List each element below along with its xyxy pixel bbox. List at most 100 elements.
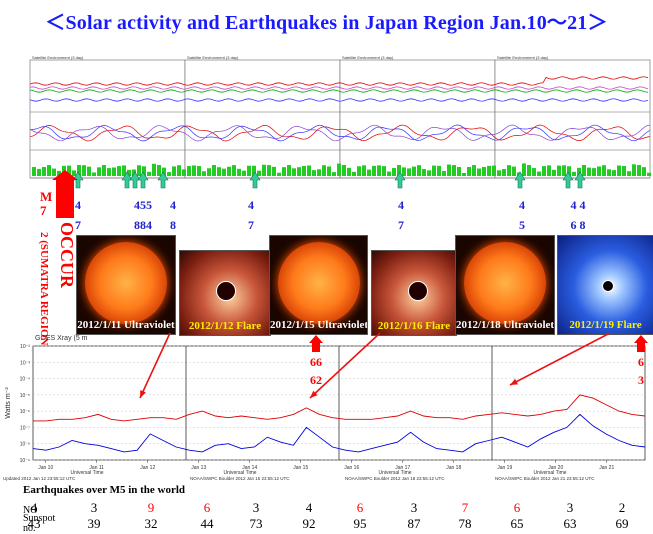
flare-label-bottom: 3: [638, 373, 644, 387]
x-axis-title: Universal Time: [533, 470, 566, 476]
kp-bar: [527, 165, 531, 176]
quake-arrow: [514, 171, 526, 189]
kp-bar: [207, 168, 211, 176]
kp-bar: [542, 166, 546, 176]
sat-trace: [29, 86, 649, 90]
kp-bar: [362, 165, 366, 176]
quake-marker-bottom: 6 8: [570, 218, 586, 232]
xray-updated: NOAA/SWPC Boulder 2012 Jan 21 23:55:12 U…: [495, 476, 595, 481]
sunspot-row-label-2: no.: [23, 523, 36, 534]
kp-bar: [487, 165, 491, 176]
kp-bar: [102, 165, 106, 176]
solar-image: 2012/1/15 Ultraviolet: [269, 235, 368, 335]
occur-arrow-head: [52, 170, 78, 180]
sat-panel-header: Satellite Environment (3 day): [32, 55, 84, 60]
kp-bar: [172, 166, 176, 176]
y-tick-label: 10⁻⁸: [20, 442, 30, 448]
occulter-disk: [216, 281, 236, 301]
x-axis-title: Universal Time: [70, 470, 103, 476]
occur-text: OCCUR: [57, 222, 77, 288]
quake-marker-top: 4: [170, 198, 176, 212]
goes-xray-chart: GOES Xray (5 m 10⁻⁹ 10⁻⁸ 10⁻⁷ 10⁻⁶ 10⁻⁵ 10⁻⁴ 10…: [3, 332, 646, 481]
kp-bar: [502, 169, 506, 176]
flare-pointer-head: [310, 390, 318, 398]
y-tick-label: 10⁻⁴: [20, 377, 30, 383]
kp-bar: [547, 165, 551, 176]
kp-bar: [97, 167, 101, 176]
kp-bar: [107, 168, 111, 176]
x-tick-label: Jan 16: [344, 465, 359, 471]
kp-bar: [352, 171, 356, 176]
x-tick-label: Jan 13: [191, 465, 206, 471]
kp-bar: [497, 170, 501, 176]
kp-bar: [287, 165, 291, 176]
no-value: 9: [147, 500, 155, 515]
sunspot-value: 44: [200, 516, 214, 531]
kp-bar: [572, 171, 576, 176]
kp-bar: [262, 164, 266, 176]
kp-bar: [322, 165, 326, 176]
kp-bar: [412, 166, 416, 176]
kp-bar: [297, 167, 301, 176]
kp-bar: [92, 172, 96, 176]
sunspot-value: 43: [27, 516, 41, 531]
sat-panel-header: Satellite Environment (3 day): [342, 55, 394, 60]
kp-bar: [157, 165, 161, 176]
y-tick-label: 10⁻⁶: [20, 409, 30, 415]
quake-marker-bottom: 7: [398, 218, 404, 232]
kp-bar: [432, 165, 436, 176]
kp-bar: [427, 170, 431, 176]
kp-bar: [277, 172, 281, 176]
kp-bar: [442, 170, 446, 176]
kp-bar: [337, 163, 341, 176]
sunspot-value: 32: [144, 516, 158, 531]
occulter-disk: [602, 280, 614, 292]
kp-bar: [522, 163, 526, 176]
x-tick-label: Jan 20: [548, 465, 563, 471]
kp-bar: [87, 166, 91, 176]
kp-bar: [627, 171, 631, 176]
x-tick-label: Jan 10: [38, 465, 53, 471]
kp-bar: [122, 165, 126, 176]
flare-pointer-line: [509, 332, 611, 386]
kp-bar: [512, 166, 516, 176]
kp-bar: [197, 165, 201, 176]
solar-image-caption: 2012/1/11 Ultraviolet: [77, 319, 175, 331]
kp-bar: [372, 165, 376, 176]
x-tick-label: Jan 21: [599, 465, 614, 471]
kp-bar: [602, 165, 606, 176]
no-value: 3: [566, 500, 574, 515]
solar-image: 2012/1/11 Ultraviolet: [76, 235, 176, 335]
no-value: 4: [30, 500, 38, 515]
y-tick-label: 10⁻⁹: [20, 458, 30, 464]
kp-bar: [382, 166, 386, 176]
x-tick-label: Jan 19: [497, 465, 512, 471]
kp-bar: [397, 165, 401, 176]
kp-bar: [37, 168, 41, 176]
kp-bar: [307, 165, 311, 176]
no-value: 6: [356, 500, 364, 515]
solar-image: 2012/1/12 Flare: [179, 250, 271, 336]
kp-bar: [317, 169, 321, 176]
xray-updated: Updated 2012 Jan 12 23:55:12 UTC: [3, 476, 76, 481]
kp-bar: [567, 166, 571, 176]
kp-bar: [112, 167, 116, 176]
kp-bar: [507, 165, 511, 176]
kp-bar: [407, 168, 411, 176]
x-axis-title: Universal Time: [378, 470, 411, 476]
kp-bar: [242, 170, 246, 176]
kp-bar: [302, 165, 306, 176]
quake-marker-top: 455: [134, 198, 152, 212]
y-tick-label: 10⁻⁵: [20, 393, 30, 399]
sun-disk: [464, 242, 546, 324]
kp-bar: [252, 165, 256, 176]
kp-bar: [477, 168, 481, 176]
flare-arrow-head: [634, 335, 648, 343]
kp-bar: [47, 165, 51, 176]
kp-bar: [142, 166, 146, 176]
occulter-disk: [408, 281, 428, 301]
kp-bar: [162, 167, 166, 176]
xray-header: GOES Xray (5 m: [35, 335, 88, 342]
kp-bar: [492, 165, 496, 176]
